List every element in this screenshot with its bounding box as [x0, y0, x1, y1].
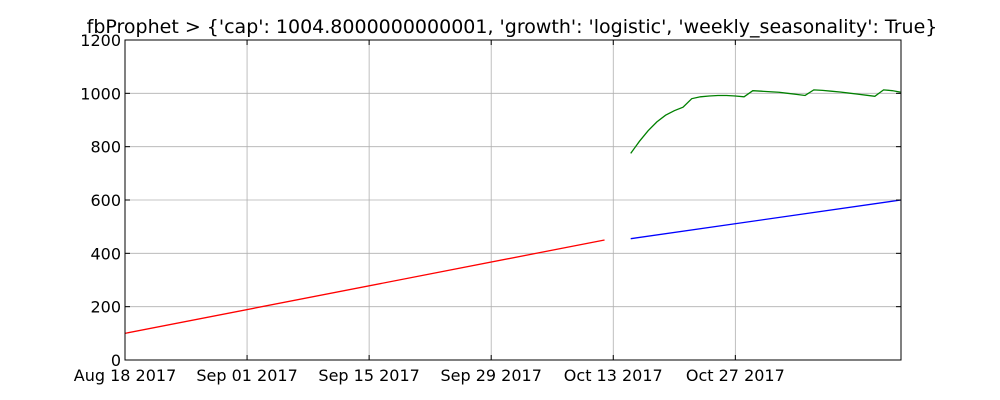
x-tick-label: Oct 13 2017 [564, 366, 663, 385]
y-tick-label: 600 [90, 191, 121, 210]
y-tick-label: 0 [111, 351, 121, 370]
y-tick-label: 1200 [80, 31, 121, 50]
x-tick-label: Sep 15 2017 [318, 366, 419, 385]
history-line [124, 239, 605, 334]
grid-lines [124, 40, 901, 360]
series-layer [124, 89, 902, 334]
x-tick-label: Oct 27 2017 [686, 366, 785, 385]
x-tick-label: Aug 18 2017 [74, 366, 177, 385]
x-tick-label: Sep 29 2017 [440, 366, 541, 385]
x-tick-label: Sep 01 2017 [196, 366, 297, 385]
trend-line [630, 199, 902, 240]
y-tick-label: 400 [90, 244, 121, 263]
y-tick-label: 800 [90, 138, 121, 157]
y-tick-label: 1000 [80, 84, 121, 103]
y-tick-label: 200 [90, 298, 121, 317]
forecast-line [630, 89, 902, 154]
x-axis: Aug 18 2017 Sep 01 2017 Sep 15 2017 Sep 29 … [74, 40, 785, 385]
y-axis: 0 200 400 600 800 1000 1200 [80, 31, 901, 370]
chart-title: fbProphet > {'cap': 1004.8000000000001, … [87, 16, 938, 38]
